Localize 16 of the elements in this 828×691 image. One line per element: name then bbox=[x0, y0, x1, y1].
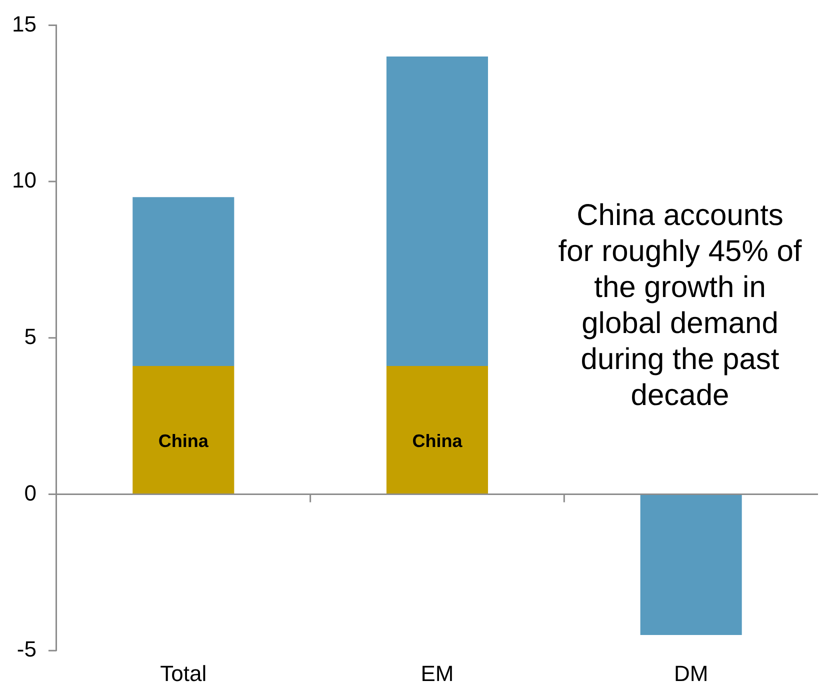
x-tick-label: Total bbox=[160, 660, 207, 686]
text: China bbox=[412, 431, 462, 452]
bar bbox=[132, 197, 234, 366]
bar bbox=[640, 494, 742, 635]
x-tick-label: DM bbox=[674, 660, 708, 686]
y-tick-label: 0 bbox=[24, 480, 36, 506]
bar bbox=[132, 366, 234, 494]
annotation: China accounts for roughly 45% of the growth in global demand during the past decade bbox=[558, 199, 802, 412]
bar bbox=[386, 366, 488, 494]
y-tick-label: -5 bbox=[16, 636, 36, 662]
bar bbox=[386, 56, 488, 366]
series-label: China bbox=[158, 431, 210, 452]
y-tick-label: 10 bbox=[12, 168, 36, 193]
y-tick-label: 5 bbox=[24, 324, 36, 349]
x-tick-label: EM bbox=[420, 660, 454, 686]
y-tick-label: 15 bbox=[12, 11, 36, 36]
